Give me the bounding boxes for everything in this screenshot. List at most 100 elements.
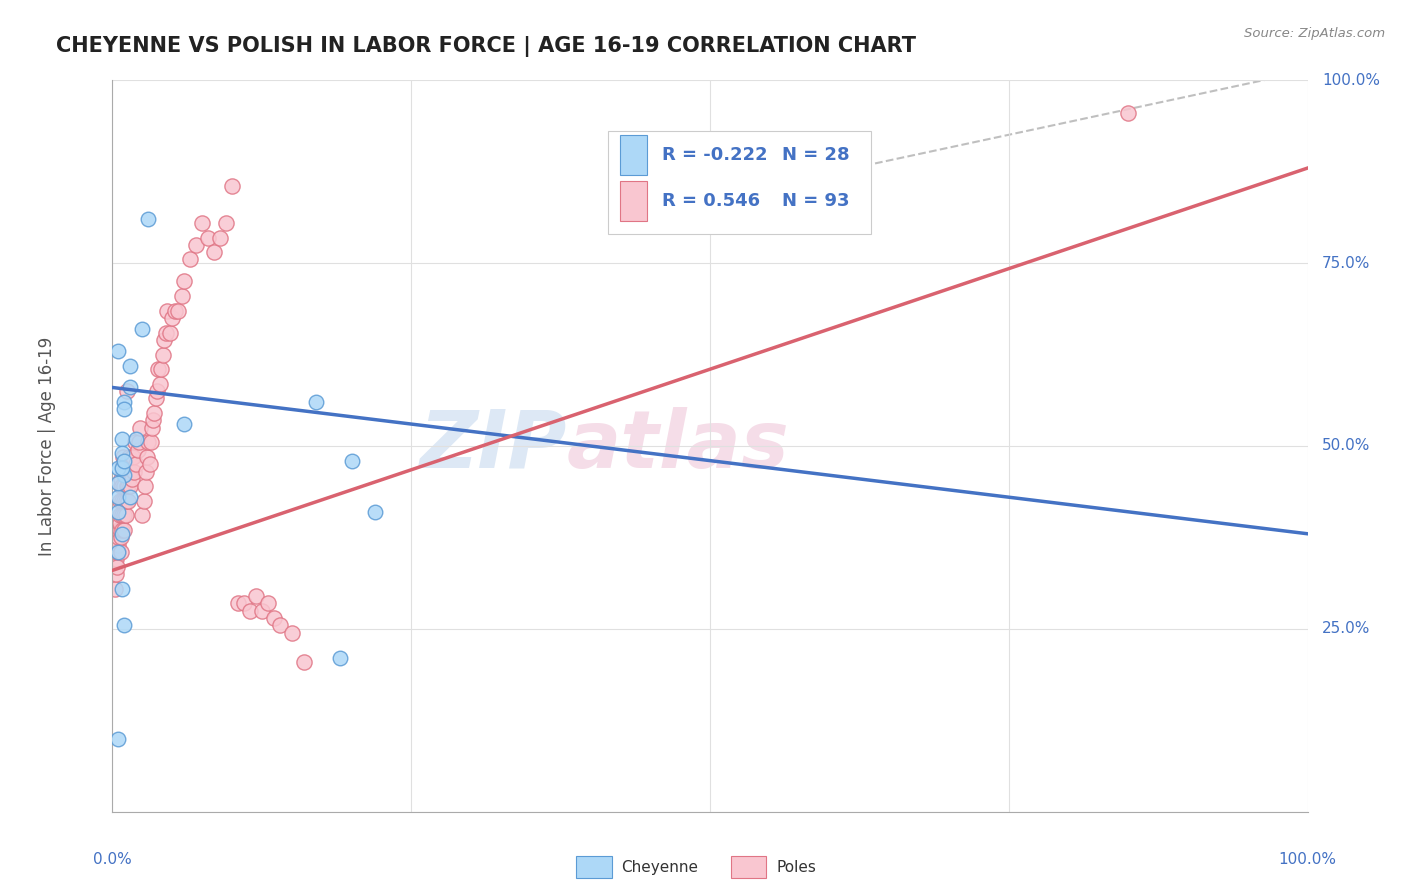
Point (114, 618, 135, 632)
Text: 75.0%: 75.0% (1322, 256, 1371, 270)
Point (125, 457, 148, 471)
Point (305, 395, 328, 409)
Point (105, 552, 128, 566)
Point (153, 333, 176, 347)
Point (107, 505, 129, 519)
Point (128, 435, 150, 450)
Point (114, 523, 135, 537)
Point (112, 450, 135, 464)
Point (107, 343, 129, 358)
Point (120, 479, 142, 493)
Point (107, 523, 129, 537)
Point (104, 582, 127, 596)
Point (107, 545, 129, 559)
Point (110, 545, 132, 559)
Point (107, 731, 129, 746)
Point (186, 237, 208, 252)
Point (191, 216, 214, 230)
Point (111, 523, 134, 537)
Point (125, 432, 148, 446)
Point (121, 450, 143, 464)
Point (170, 289, 193, 303)
Point (202, 245, 225, 260)
Point (112, 457, 135, 471)
Point (209, 230, 232, 244)
Point (127, 442, 149, 457)
Point (221, 179, 243, 194)
Text: atlas: atlas (567, 407, 789, 485)
Point (120, 465, 142, 479)
Text: 25.0%: 25.0% (1322, 622, 1371, 636)
Point (114, 453, 135, 467)
Point (105, 545, 128, 559)
Point (110, 479, 132, 493)
Point (107, 490, 129, 504)
Point (111, 432, 134, 446)
Point (129, 421, 152, 435)
Point (111, 461, 134, 475)
Text: N = 28: N = 28 (782, 146, 849, 164)
Point (110, 472, 132, 486)
Text: R = -0.222: R = -0.222 (662, 146, 768, 164)
Point (156, 303, 179, 318)
Point (117, 479, 139, 493)
Point (146, 362, 169, 376)
Point (135, 465, 157, 479)
Point (136, 450, 159, 464)
Point (141, 421, 163, 435)
Point (281, 625, 304, 640)
Point (257, 596, 280, 610)
Point (159, 326, 181, 340)
Point (112, 465, 135, 479)
Point (111, 479, 134, 493)
Point (167, 303, 190, 318)
Point (108, 516, 131, 530)
Point (173, 275, 195, 289)
Point (155, 326, 177, 340)
Point (142, 413, 165, 427)
Point (263, 611, 285, 625)
Point (107, 545, 129, 559)
Point (114, 479, 135, 493)
Point (138, 457, 160, 471)
Point (138, 435, 160, 450)
Point (111, 508, 134, 523)
Point (120, 380, 142, 394)
Point (114, 508, 136, 523)
Text: Cheyenne: Cheyenne (621, 860, 699, 874)
Text: 0.0%: 0.0% (93, 852, 132, 867)
Point (114, 402, 135, 417)
Point (292, 655, 315, 669)
Point (143, 406, 166, 420)
Text: 100.0%: 100.0% (1322, 73, 1379, 87)
Point (117, 494, 139, 508)
Point (239, 603, 262, 617)
Text: Source: ZipAtlas.com: Source: ZipAtlas.com (1244, 27, 1385, 40)
Point (179, 252, 201, 267)
FancyBboxPatch shape (620, 135, 647, 175)
Text: ZIP: ZIP (419, 407, 567, 485)
Point (145, 392, 167, 406)
FancyBboxPatch shape (609, 131, 872, 234)
Point (115, 384, 138, 399)
Point (121, 472, 143, 486)
Point (105, 567, 128, 582)
Point (226, 596, 249, 610)
Point (108, 508, 131, 523)
Point (111, 446, 134, 460)
Point (114, 494, 136, 508)
Point (132, 494, 155, 508)
Point (152, 347, 174, 362)
Text: In Labor Force | Age 16-19: In Labor Force | Age 16-19 (38, 336, 56, 556)
Point (114, 468, 135, 483)
Point (107, 538, 129, 552)
Text: Poles: Poles (776, 860, 815, 874)
Point (124, 435, 146, 450)
Point (364, 505, 387, 519)
Point (329, 651, 352, 665)
Point (118, 450, 141, 464)
Text: R = 0.546: R = 0.546 (662, 192, 761, 210)
Point (114, 465, 135, 479)
Point (108, 523, 131, 537)
Point (269, 618, 291, 632)
